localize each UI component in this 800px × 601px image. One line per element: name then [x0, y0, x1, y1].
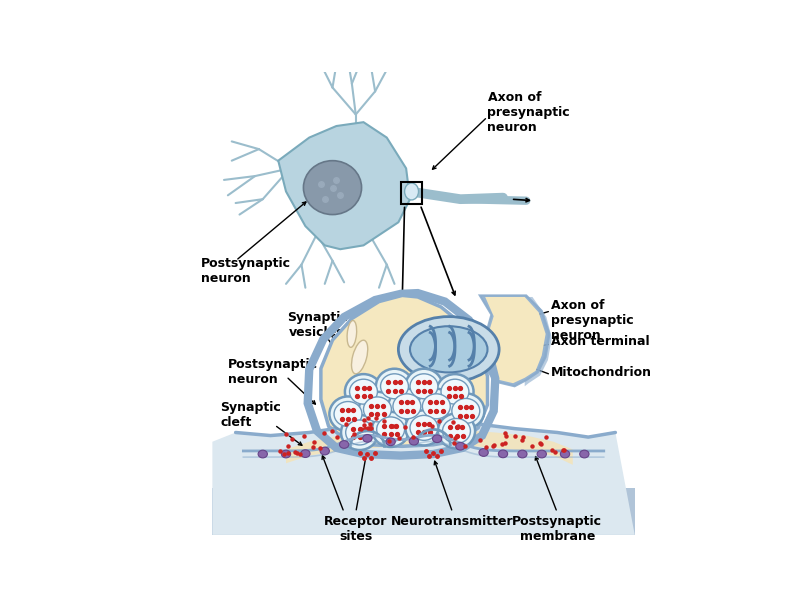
Ellipse shape	[341, 415, 378, 450]
Ellipse shape	[406, 410, 442, 445]
Ellipse shape	[388, 389, 426, 424]
Text: Postsynaptic
neuron: Postsynaptic neuron	[201, 257, 290, 285]
Ellipse shape	[377, 417, 405, 442]
Polygon shape	[286, 429, 573, 465]
Polygon shape	[212, 420, 634, 535]
Ellipse shape	[381, 374, 409, 398]
Ellipse shape	[301, 450, 310, 457]
Polygon shape	[212, 488, 634, 535]
Text: Mitochondrion: Mitochondrion	[551, 366, 652, 379]
Ellipse shape	[398, 317, 499, 382]
Ellipse shape	[410, 438, 418, 445]
Ellipse shape	[351, 340, 368, 374]
Ellipse shape	[418, 389, 455, 424]
Ellipse shape	[393, 394, 421, 419]
Text: Postsynaptic
neuron: Postsynaptic neuron	[228, 358, 318, 386]
Ellipse shape	[447, 394, 485, 429]
Ellipse shape	[334, 401, 362, 427]
Ellipse shape	[405, 183, 418, 200]
Ellipse shape	[258, 450, 267, 458]
Ellipse shape	[479, 449, 488, 456]
Ellipse shape	[406, 369, 442, 404]
Ellipse shape	[346, 420, 374, 445]
Ellipse shape	[330, 397, 366, 432]
Ellipse shape	[376, 369, 413, 404]
Ellipse shape	[438, 413, 475, 448]
Ellipse shape	[422, 394, 450, 419]
Ellipse shape	[441, 379, 469, 404]
Text: Synaptic
cleft: Synaptic cleft	[220, 401, 281, 429]
Ellipse shape	[386, 438, 395, 446]
Text: Postsynaptic
membrane: Postsynaptic membrane	[512, 515, 602, 543]
Ellipse shape	[350, 379, 378, 404]
Text: Synaptic
vesicles: Synaptic vesicles	[286, 311, 347, 339]
Ellipse shape	[339, 441, 349, 448]
Polygon shape	[278, 122, 410, 249]
Ellipse shape	[320, 447, 330, 455]
Polygon shape	[321, 296, 487, 447]
Ellipse shape	[303, 160, 362, 215]
Ellipse shape	[456, 442, 465, 450]
Polygon shape	[480, 296, 550, 386]
Ellipse shape	[498, 450, 508, 458]
Text: Axon terminal: Axon terminal	[551, 335, 650, 348]
Text: Neurotransmitter: Neurotransmitter	[391, 515, 514, 528]
Ellipse shape	[452, 398, 480, 423]
Ellipse shape	[433, 435, 442, 442]
Ellipse shape	[580, 450, 589, 458]
Text: Axon of
presynaptic
neuron: Axon of presynaptic neuron	[487, 91, 570, 135]
Bar	[401, 182, 422, 204]
Polygon shape	[525, 297, 552, 386]
Ellipse shape	[363, 397, 391, 422]
Ellipse shape	[560, 450, 570, 458]
Ellipse shape	[518, 450, 527, 458]
Ellipse shape	[410, 326, 487, 373]
Text: Receptor
sites: Receptor sites	[324, 515, 387, 543]
Ellipse shape	[347, 320, 357, 347]
Polygon shape	[485, 297, 546, 383]
Ellipse shape	[282, 450, 290, 458]
Ellipse shape	[345, 374, 382, 409]
Ellipse shape	[410, 374, 438, 398]
Ellipse shape	[410, 415, 438, 441]
Ellipse shape	[359, 392, 396, 427]
Text: Axon of
presynaptic
neuron: Axon of presynaptic neuron	[551, 299, 634, 343]
Ellipse shape	[372, 412, 410, 447]
Ellipse shape	[436, 374, 474, 409]
Ellipse shape	[537, 450, 546, 458]
Ellipse shape	[362, 435, 372, 442]
Ellipse shape	[442, 418, 470, 444]
